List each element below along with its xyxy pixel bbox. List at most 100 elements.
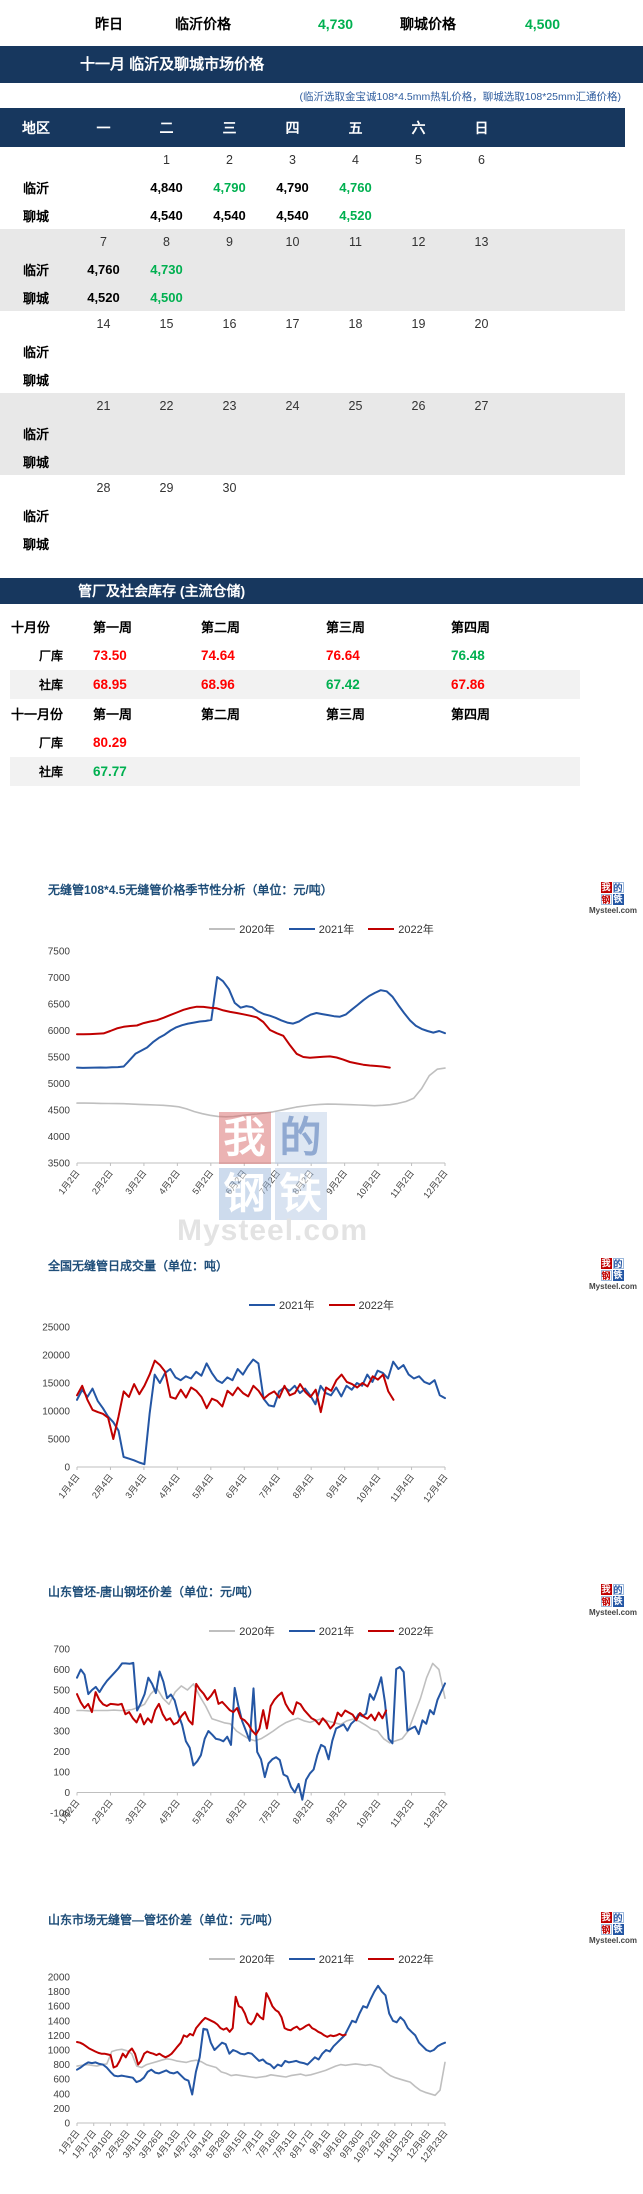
- legend-label: 2021年: [318, 1626, 355, 1638]
- calendar-price-cell: [450, 447, 513, 475]
- series-line-2022年: [76, 1992, 347, 2069]
- series-line-2021年: [76, 1661, 446, 1801]
- y-tick-label: 6500: [48, 1000, 71, 1011]
- y-tick-label: 1400: [48, 2016, 71, 2027]
- row-filler: [513, 365, 625, 393]
- x-tick-label: 6月4日: [224, 1472, 249, 1500]
- calendar-price-cell: [72, 529, 135, 557]
- legend-swatch: [209, 1958, 236, 1960]
- logo-block: 的: [612, 882, 624, 893]
- calendar-price-cell: [198, 447, 261, 475]
- inventory-month-header-row: 十一月份 第一周 第二周 第三周 第四周: [10, 699, 580, 728]
- calendar-price-cell: 4,790: [276, 179, 309, 195]
- price-source-note: (临沂选取金宝诚108*4.5mm热轧价格，聊城选取108*25mm汇通价格): [299, 91, 621, 103]
- calendar-date-cell: 5: [415, 153, 422, 167]
- row-filler: [513, 419, 625, 447]
- calendar-date-cell: 28: [96, 481, 111, 495]
- inventory-value-cell: 76.48: [451, 648, 485, 663]
- legend-item: 2022年: [368, 1623, 434, 1639]
- calendar-date-cell: 1: [163, 153, 170, 167]
- chart-block-1: 无缝管108*4.5无缝管价格季节性分析（单位：元/吨） 我的钢铁 Mysteel.…: [0, 882, 643, 1247]
- week-header: 第三周: [326, 707, 366, 722]
- calendar-price-cell: [72, 337, 135, 365]
- calendar-date-cell: 25: [324, 393, 387, 419]
- x-tick-label: 2月2日: [90, 1798, 115, 1826]
- chart-title: 山东市场无缝管—管坯价差（单位：元/吨）: [48, 1913, 280, 1927]
- calendar-price-cell: [387, 529, 450, 557]
- logo-block: 我: [600, 1584, 612, 1595]
- calendar-date-cell: 21: [72, 393, 135, 419]
- calendar-date-cell: [324, 475, 387, 501]
- chart-legend: 2020年 2021年 2022年: [0, 1623, 643, 1639]
- row-filler: [513, 529, 625, 557]
- y-tick-label: 15000: [42, 1379, 70, 1390]
- weekday-header: 日: [450, 108, 513, 147]
- calendar-date-row: 14 15 16 17 18 19 20: [0, 311, 625, 337]
- legend-label: 2021年: [279, 1300, 315, 1312]
- y-tick-label: 300: [53, 1727, 70, 1738]
- row-filler: [513, 147, 625, 173]
- x-tick-label: 10月2日: [354, 1168, 382, 1200]
- legend-item: 2020年: [209, 1951, 275, 1967]
- weekday-header: 地区: [0, 108, 72, 147]
- chart-block-4: 山东市场无缝管—管坯价差（单位：元/吨） 我的钢铁 Mysteel.com 2020年…: [0, 1912, 643, 2194]
- calendar-price-cell: 4,540: [213, 207, 246, 223]
- calendar-date-cell: 12: [387, 229, 450, 255]
- legend-swatch: [288, 928, 315, 930]
- factory-inventory-row: 厂库 80.29: [10, 728, 580, 757]
- calendar-price-cell: [450, 365, 513, 393]
- calendar-price-cell: [135, 419, 198, 447]
- logo-block: 的: [612, 1258, 624, 1269]
- calendar-price-row: 聊城 4,540 4,540 4,540 4,520: [0, 201, 625, 229]
- factory-label: 厂库: [38, 736, 63, 750]
- x-tick-label: 3月4日: [123, 1472, 148, 1500]
- calendar-price-row: 临沂: [0, 501, 625, 529]
- x-tick-label: 6月2日: [224, 1798, 249, 1826]
- legend-swatch: [368, 1958, 395, 1960]
- legend-item: 2020年: [209, 921, 275, 937]
- calendar-date-cell: 22: [135, 393, 198, 419]
- calendar-week: 14 15 16 17 18 19 20 临沂聊城: [0, 311, 625, 393]
- calendar-price-cell: [261, 419, 324, 447]
- x-tick-label: 6月2日: [224, 1168, 249, 1196]
- calendar-price-cell: [198, 283, 261, 311]
- y-tick-label: 4000: [48, 1132, 71, 1143]
- logo-block: 铁: [612, 1596, 624, 1607]
- linyi-price-label: 临沂价格: [175, 16, 231, 32]
- x-tick-label: 5月4日: [190, 1472, 215, 1500]
- x-tick-label: 10月4日: [354, 1472, 382, 1504]
- calendar-price-cell: [261, 447, 324, 475]
- calendar-price-row: 聊城: [0, 365, 625, 393]
- calendar-date-cell: 30: [222, 481, 237, 495]
- inventory-value-cell: 74.64: [201, 648, 235, 663]
- region-spacer: [0, 311, 72, 337]
- legend-label: 2022年: [398, 1954, 434, 1966]
- calendar-price-cell: [450, 529, 513, 557]
- calendar-price-cell: [324, 337, 387, 365]
- logo-block: 铁: [612, 1924, 624, 1935]
- mysteel-logo-domain: Mysteel.com: [589, 1282, 638, 1291]
- x-tick-label: 5月2日: [190, 1798, 215, 1826]
- chart-svg-1: 7500 7000 6500 6000 5500 5000 4500 4000 35001月2日…: [48, 947, 450, 1201]
- calendar-price-cell: [198, 365, 261, 393]
- y-tick-label: 5500: [48, 1053, 71, 1064]
- calendar-date-cell: 24: [261, 393, 324, 419]
- y-tick-label: 1600: [48, 2002, 71, 2013]
- calendar-date-cell: 6: [478, 153, 485, 167]
- legend-item: 2021年: [288, 1623, 355, 1639]
- inventory-value-cell: 76.64: [326, 648, 360, 663]
- row-filler: [513, 501, 625, 529]
- series-line-2022年: [76, 1005, 391, 1069]
- weekday-header: 六: [387, 108, 450, 147]
- x-tick-label: 7月4日: [257, 1472, 282, 1500]
- legend-label: 2020年: [239, 924, 275, 936]
- x-tick-label: 11月2日: [388, 1168, 416, 1200]
- calendar-price-cell: 4,790: [213, 179, 246, 195]
- region-label: 临沂: [22, 344, 49, 360]
- calendar-date-cell: 17: [285, 317, 300, 331]
- calendar-price-cell: [450, 255, 513, 283]
- y-tick-label: 1800: [48, 1987, 71, 1998]
- series-line-2020年: [76, 1662, 446, 1744]
- mysteel-logo-blocks: 我的钢铁: [589, 882, 635, 905]
- y-tick-label: 700: [53, 1645, 70, 1656]
